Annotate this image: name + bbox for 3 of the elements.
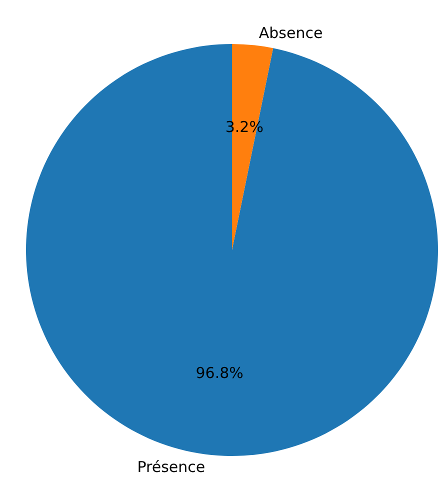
data-label: 96.8% <box>196 364 244 382</box>
slice-label: Absence <box>258 24 323 42</box>
slice-label: Présence <box>137 458 206 476</box>
